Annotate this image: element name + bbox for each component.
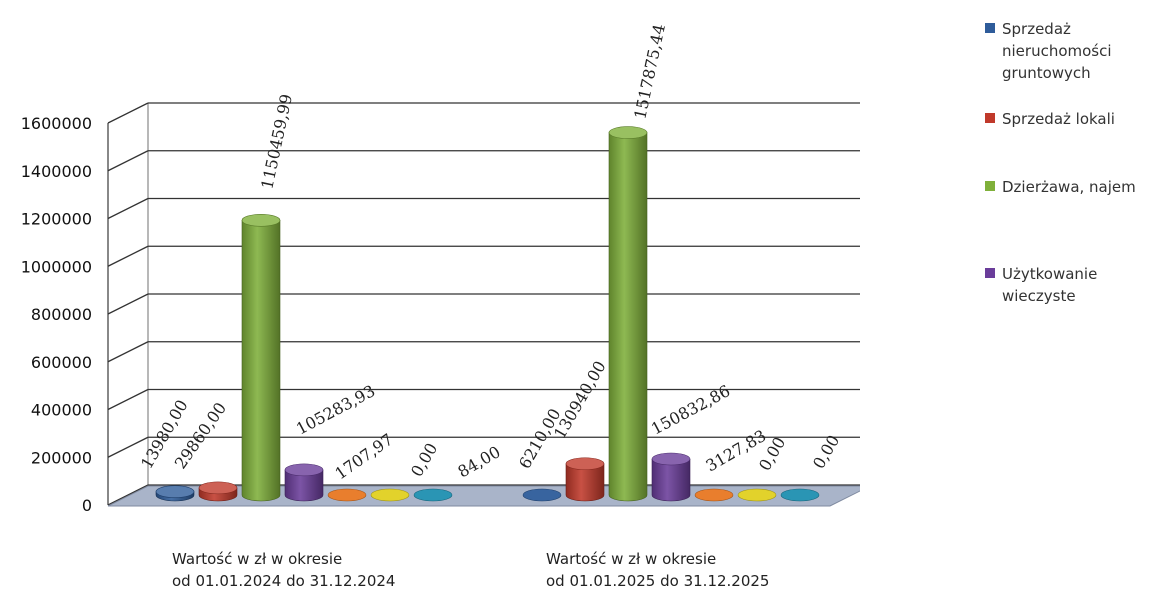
legend-swatch: [985, 181, 995, 191]
x-category-label: Wartość w zł w okresie od 01.01.2025 do 3…: [546, 550, 770, 590]
gridline-side: [107, 341, 149, 363]
gridline-side: [107, 197, 149, 220]
legend-label: Dzierżawa, najem: [1002, 178, 1136, 196]
bar: [198, 481, 238, 502]
bar: [155, 485, 195, 502]
bar: [413, 488, 453, 502]
y-tick-label: 800000: [31, 305, 92, 324]
bar: [651, 452, 691, 502]
data-label: 130940,00: [550, 358, 610, 442]
y-tick-label: 1600000: [21, 114, 92, 133]
y-tick-label: 400000: [31, 401, 92, 420]
data-label: 1517875,44: [630, 22, 669, 121]
y-tick-label: 200000: [31, 448, 92, 467]
data-label: 1150459,99: [257, 92, 296, 191]
bar: [608, 126, 648, 502]
y-tick-label: 1400000: [21, 162, 92, 181]
legend-swatch: [985, 23, 995, 33]
gridline-side: [107, 293, 149, 315]
gridline-side: [107, 102, 149, 124]
bar: [327, 488, 367, 502]
legend-item: Użytkowanie wieczyste: [985, 263, 1152, 307]
bar: [522, 488, 562, 502]
bar: [370, 488, 410, 502]
legend-label: Sprzedaż nieruchomości gruntowych: [1002, 20, 1112, 82]
gridline-side: [107, 436, 149, 458]
x-category-label: Wartość w zł w okresie od 01.01.2024 do 3…: [172, 550, 396, 590]
legend-item: Dzierżawa, najem: [985, 176, 1152, 198]
y-tick-label: 1000000: [21, 257, 92, 276]
bar: [565, 457, 605, 502]
y-axis-ticks: 0 200000 400000 600000 800000 1000000 1200000 1…: [21, 114, 92, 515]
bar: [241, 214, 281, 502]
data-label: 84,00: [455, 442, 504, 481]
legend-item: Sprzedaż nieruchomości gruntowych: [985, 18, 1152, 84]
legend-swatch: [985, 268, 995, 278]
gridline-side: [107, 388, 149, 411]
bar: [780, 488, 820, 502]
bars: [155, 126, 820, 502]
y-tick-label: 600000: [31, 353, 92, 372]
gridline-side: [107, 484, 149, 506]
legend-label: Sprzedaż lokali: [1002, 110, 1115, 128]
legend-item: Sprzedaż lokali: [985, 108, 1152, 130]
gridline-side: [107, 150, 149, 172]
y-tick-label: 0: [82, 496, 92, 515]
legend-swatch: [985, 113, 995, 123]
legend: Sprzedaż nieruchomości gruntowych Sprzedaż …: [985, 18, 1155, 338]
gridline-side: [107, 245, 149, 267]
bar: [284, 463, 324, 502]
bar: [737, 488, 777, 502]
data-label: 6210,00: [515, 405, 565, 472]
bar: [694, 488, 734, 502]
legend-label: Użytkowanie wieczyste: [1002, 265, 1098, 305]
bar-chart: 0 200000 400000 600000 800000 1000000 1200000 1…: [21, 22, 860, 515]
y-tick-label: 1200000: [21, 210, 92, 229]
data-label: 0,00: [407, 440, 441, 480]
